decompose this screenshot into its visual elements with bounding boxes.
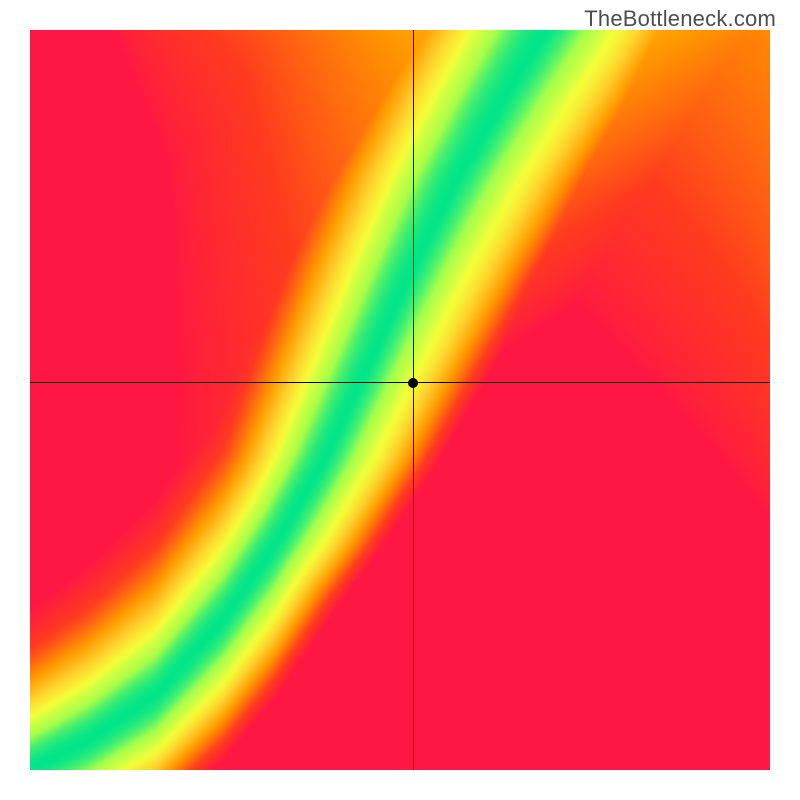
bottleneck-heatmap-chart xyxy=(30,30,770,770)
heatmap-canvas xyxy=(30,30,770,770)
watermark-text: TheBottleneck.com xyxy=(584,6,776,32)
crosshair-horizontal xyxy=(30,382,770,383)
selection-marker-dot xyxy=(408,378,418,388)
crosshair-vertical xyxy=(413,30,414,770)
